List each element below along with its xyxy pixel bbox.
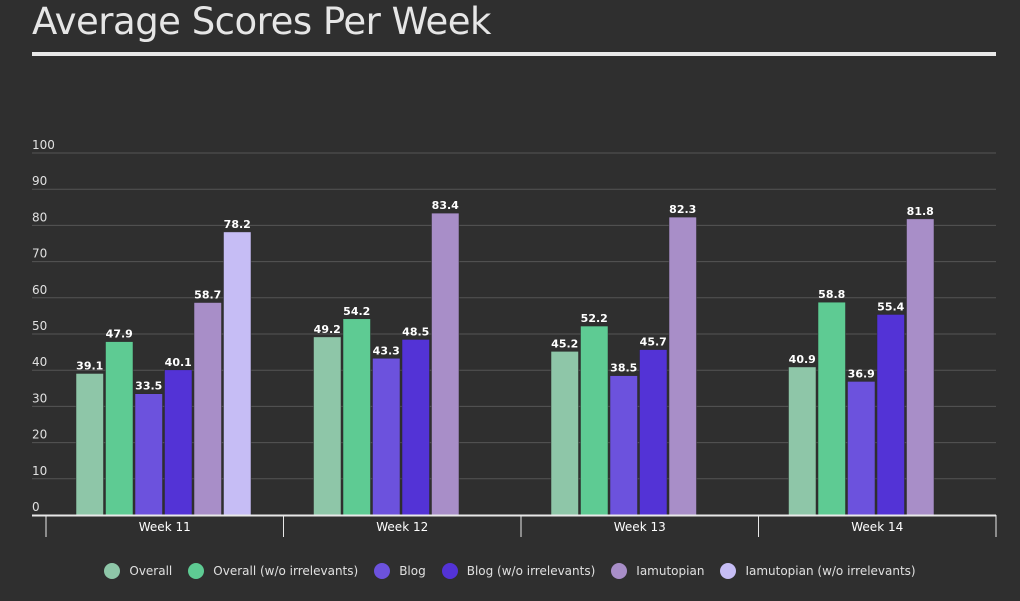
- bar: [609, 375, 638, 516]
- data-label: 52.2: [581, 312, 608, 325]
- data-label: 40.9: [789, 353, 816, 366]
- y-tick-label: 10: [32, 464, 47, 478]
- y-tick-label: 50: [32, 319, 47, 333]
- legend-item[interactable]: Blog (w/o irrelevants): [441, 563, 596, 579]
- legend-label: Overall: [129, 564, 173, 578]
- bar: [401, 339, 430, 516]
- data-labels: 39.1 47.9 33.540.1 58.7 78.2 49.254.2 43.348.5…: [76, 199, 934, 393]
- legend-label: Overall (w/o irrelevants): [213, 564, 359, 578]
- data-label: 58.8: [818, 288, 845, 301]
- legend-swatch: [720, 563, 737, 579]
- bars: [75, 212, 935, 516]
- title-underline: [32, 52, 996, 56]
- bar: [847, 381, 876, 516]
- x-tick-label: Week 12: [376, 520, 428, 534]
- legend: Overall Overall (w/o irrelevants) Blog Blog…: [0, 563, 1020, 579]
- legend-item[interactable]: Iamutopian (w/o irrelevants): [720, 563, 916, 579]
- legend-item[interactable]: Iamutopian: [611, 563, 704, 579]
- bar: [105, 341, 134, 516]
- chart-title: Average Scores Per Week: [32, 0, 491, 43]
- y-tick-label: 80: [32, 210, 47, 224]
- bar: [164, 369, 193, 516]
- data-label: 78.2: [224, 218, 251, 231]
- data-label: 82.3: [669, 203, 696, 216]
- bar: [788, 366, 817, 516]
- legend-label: Blog: [399, 564, 426, 578]
- bar: [372, 358, 401, 516]
- data-label: 81.8: [907, 205, 934, 218]
- legend-label: Blog (w/o irrelevants): [466, 564, 596, 578]
- y-tick-label: 60: [32, 283, 47, 297]
- y-tick-label: 0: [32, 500, 40, 514]
- bar: [223, 231, 252, 516]
- bar: [550, 351, 579, 516]
- data-label: 47.9: [106, 328, 133, 341]
- bar: [817, 301, 846, 516]
- legend-label: Iamutopian: [636, 564, 705, 578]
- data-label: 40.1: [165, 356, 192, 369]
- data-label: 55.4: [877, 300, 904, 313]
- data-label: 48.5: [402, 325, 429, 338]
- data-label: 49.2: [314, 323, 341, 336]
- bar: [906, 218, 935, 516]
- data-label: 54.2: [343, 305, 370, 318]
- legend-swatch: [441, 563, 458, 579]
- bar: [134, 393, 163, 516]
- data-label: 45.2: [551, 337, 578, 350]
- y-tick-label: 20: [32, 428, 47, 442]
- data-label: 43.3: [373, 344, 400, 357]
- bar: [580, 325, 609, 516]
- y-tick-label: 40: [32, 355, 47, 369]
- y-tick-label: 100: [32, 138, 55, 152]
- y-tick-label: 90: [32, 174, 47, 188]
- data-label: 39.1: [76, 359, 103, 372]
- y-axis: 0 10 20 30 40 50 60 70 80 90 100: [32, 138, 55, 514]
- data-label: 58.7: [194, 289, 221, 302]
- bar: [876, 314, 905, 516]
- legend-item[interactable]: Overall: [104, 563, 172, 579]
- legend-swatch: [188, 563, 205, 579]
- x-tick-label: Week 13: [614, 520, 666, 534]
- data-label: 33.5: [135, 380, 162, 393]
- data-label: 36.9: [848, 367, 875, 380]
- legend-item[interactable]: Overall (w/o irrelevants): [188, 563, 358, 579]
- x-tick-label: Week 14: [851, 520, 903, 534]
- y-tick-label: 30: [32, 391, 47, 405]
- bar: [342, 318, 371, 516]
- data-label: 38.5: [610, 362, 637, 375]
- bar: [431, 212, 460, 516]
- x-tick-label: Week 11: [139, 520, 191, 534]
- x-axis: Week 11 Week 12 Week 13 Week 14: [32, 514, 997, 537]
- bar: [193, 302, 222, 516]
- y-tick-label: 70: [32, 247, 47, 261]
- bar: [75, 373, 104, 516]
- data-label: 83.4: [432, 199, 459, 212]
- legend-swatch: [104, 563, 121, 579]
- bar: [639, 349, 668, 516]
- legend-label: Iamutopian (w/o irrelevants): [745, 564, 916, 578]
- bar: [313, 336, 342, 516]
- legend-swatch: [611, 563, 628, 579]
- legend-swatch: [374, 563, 391, 579]
- bar: [668, 216, 697, 516]
- data-label: 45.7: [640, 336, 667, 349]
- legend-item[interactable]: Blog: [374, 563, 426, 579]
